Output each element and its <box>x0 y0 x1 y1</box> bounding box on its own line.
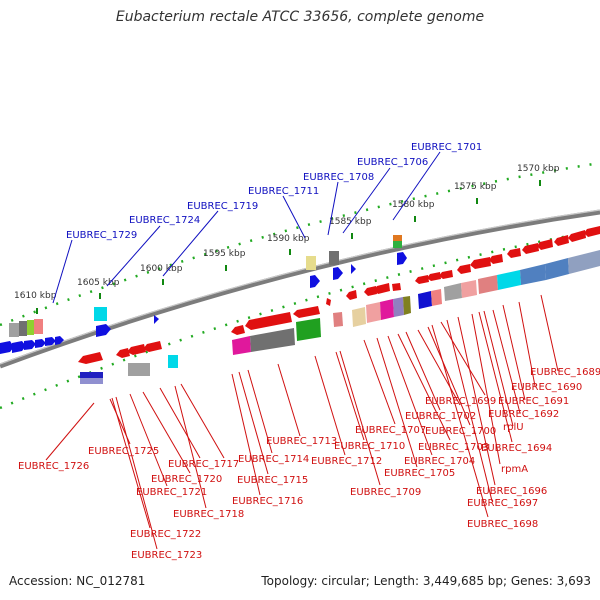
kbp-label: 1575 kbp <box>454 182 497 192</box>
gene-label: EUBREC_1726 <box>18 461 89 472</box>
gene-label: EUBREC_1699 <box>425 396 496 407</box>
kbp-label: 1580 kbp <box>392 200 435 210</box>
reverse-features <box>80 250 600 384</box>
gene-label: EUBREC_1700 <box>425 426 496 437</box>
gene-label: rplU <box>503 422 524 433</box>
gene-label: EUBREC_1697 <box>467 498 538 509</box>
gene-label: EUBREC_1719 <box>187 201 258 212</box>
forward-genes <box>0 252 407 354</box>
gene-label: rpmA <box>501 464 528 475</box>
gene-label: EUBREC_1718 <box>173 509 244 520</box>
reverse-genes <box>78 226 600 364</box>
gene-label: EUBREC_1709 <box>350 487 421 498</box>
gene-label: EUBREC_1725 <box>88 446 159 457</box>
gene-label: EUBREC_1691 <box>498 396 569 407</box>
genome-backbone-highlight <box>0 209 600 365</box>
gene-label: EUBREC_1729 <box>66 230 137 241</box>
gene-label: EUBREC_1703 <box>418 442 489 453</box>
genome-backbone <box>0 209 600 369</box>
gene-label: EUBREC_1711 <box>248 186 319 197</box>
page-title: Eubacterium rectale ATCC 33656, complete… <box>115 9 485 25</box>
forward-features <box>9 235 402 337</box>
forward-gene-labels: EUBREC_1729 EUBREC_1724 EUBREC_1719 EUBR… <box>52 142 482 304</box>
kbp-ticks <box>36 180 541 314</box>
reverse-gene-text: EUBREC_1726 EUBREC_1725 EUBREC_1722 EUBR… <box>18 367 600 561</box>
gene-label: EUBREC_1708 <box>303 172 374 183</box>
kbp-label: 1605 kbp <box>77 278 120 288</box>
kbp-label: 1570 kbp <box>517 164 560 174</box>
gene-label: EUBREC_1723 <box>131 550 202 561</box>
kbp-label: 1610 kbp <box>14 291 57 301</box>
gene-label: EUBREC_1702 <box>405 411 476 422</box>
kbp-label: 1590 kbp <box>267 234 310 244</box>
gene-label: EUBREC_1707 <box>355 425 426 436</box>
gene-label: EUBREC_1692 <box>488 409 559 420</box>
inner-ring <box>0 228 600 410</box>
gene-label: EUBREC_1698 <box>467 519 538 530</box>
gene-label: EUBREC_1701 <box>411 142 482 153</box>
gene-label: EUBREC_1716 <box>232 496 303 507</box>
reverse-gene-labels <box>45 294 559 550</box>
gene-label: EUBREC_1706 <box>357 157 428 168</box>
gene-label: EUBREC_1710 <box>334 441 405 452</box>
topology-label: Topology: circular; Length: 3,449,685 bp… <box>261 574 591 588</box>
gene-label: EUBREC_1694 <box>481 443 552 454</box>
kbp-label: 1600 kbp <box>140 264 183 274</box>
kbp-label: 1595 kbp <box>203 249 246 259</box>
gene-label: EUBREC_1713 <box>266 436 337 447</box>
gene-label: EUBREC_1690 <box>511 382 582 393</box>
gene-label: EUBREC_1724 <box>129 215 200 226</box>
gene-label: EUBREC_1704 <box>404 456 475 467</box>
gene-label: EUBREC_1715 <box>237 475 308 486</box>
gene-label: EUBREC_1720 <box>151 474 222 485</box>
accession-label: Accession: NC_012781 <box>9 574 146 588</box>
gene-label: EUBREC_1721 <box>136 487 207 498</box>
gene-label: EUBREC_1717 <box>168 459 239 470</box>
gene-label: EUBREC_1714 <box>238 454 309 465</box>
gene-label: EUBREC_1722 <box>130 529 201 540</box>
gene-label: EUBREC_1705 <box>384 468 455 479</box>
gene-label: EUBREC_1689 <box>530 367 600 378</box>
gene-label: EUBREC_1712 <box>311 456 382 467</box>
gene-label: EUBREC_1696 <box>476 486 547 497</box>
